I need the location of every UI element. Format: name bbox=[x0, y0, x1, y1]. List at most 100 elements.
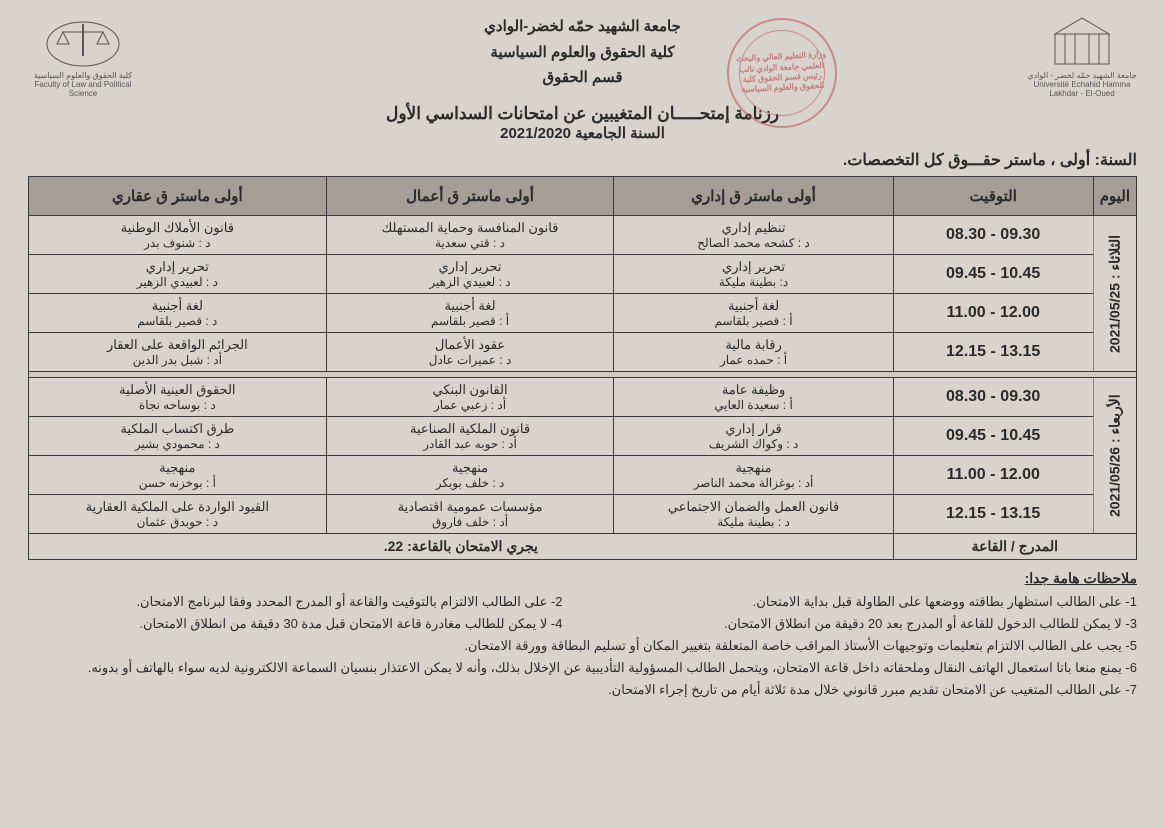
faculty-logo-icon bbox=[43, 14, 123, 69]
course-teacher: أد : حوبه عبد القادر bbox=[333, 437, 608, 451]
time-cell: 08.30 - 09.30 bbox=[893, 378, 1093, 417]
course-cell: عقود الأعمالد : عميرات عادل bbox=[326, 333, 614, 372]
col-time: التوقيت bbox=[893, 177, 1093, 216]
notes-block: 1- على الطالب استظهار بطاقته ووضعها على … bbox=[28, 591, 1137, 701]
table-row: 09.45 - 10.45تحرير إداريد: بطينة مليكةتح… bbox=[29, 255, 1137, 294]
col-track3: أولى ماستر ق عقاري bbox=[29, 177, 327, 216]
table-row: 09.45 - 10.45قرار إداريد : وكواك الشريفق… bbox=[29, 417, 1137, 456]
course-teacher: د : شنوف بدر bbox=[35, 236, 320, 250]
col-track1: أولى ماستر ق إداري bbox=[614, 177, 893, 216]
course-teacher: د : عميرات عادل bbox=[333, 353, 608, 367]
course-teacher: أد : شبل بدر الدين bbox=[35, 353, 320, 367]
title-block: رزنامة إمتحـــــان المتغيبين عن امتحانات… bbox=[28, 104, 1137, 142]
table-row: 11.00 - 12.00لغة أجنبيةأ : قصير بلقاسملغ… bbox=[29, 294, 1137, 333]
logo-right-caption: جامعة الشهيد حمّه لخضر - الوادي Universi… bbox=[1027, 71, 1137, 98]
logo-right: جامعة الشهيد حمّه لخضر - الوادي Universi… bbox=[1027, 14, 1137, 98]
course-subject: قرار إداري bbox=[620, 421, 886, 437]
course-cell: قانون الملكية الصناعيةأد : حوبه عبد القا… bbox=[326, 417, 614, 456]
course-teacher: أ : بوخزنه حسن bbox=[35, 476, 320, 490]
course-subject: عقود الأعمال bbox=[333, 337, 608, 353]
course-cell: تحرير إداريد: بطينة مليكة bbox=[614, 255, 893, 294]
university-name: جامعة الشهيد حمّه لخضر-الوادي bbox=[138, 14, 1027, 40]
course-cell: تحرير إداريد : لعبيدي الزهير bbox=[326, 255, 614, 294]
course-teacher: د : لعبيدي الزهير bbox=[333, 275, 608, 289]
header-center: جامعة الشهيد حمّه لخضر-الوادي كلية الحقو… bbox=[138, 14, 1027, 91]
course-cell: منهجيةد : خلف بوبكر bbox=[326, 456, 614, 495]
col-track2: أولى ماستر ق أعمال bbox=[326, 177, 614, 216]
course-teacher: د : خلف بوبكر bbox=[333, 476, 608, 490]
note-1: 1- على الطالب استظهار بطاقته ووضعها على … bbox=[603, 591, 1138, 613]
university-logo-icon bbox=[1047, 14, 1117, 69]
course-cell: وظيفة عامةأ : سعيدة العايي bbox=[614, 378, 893, 417]
course-subject: منهجية bbox=[333, 460, 608, 476]
notes-title: ملاحظات هامة جدا: bbox=[28, 570, 1137, 587]
faculty-name: كلية الحقوق والعلوم السياسية bbox=[138, 40, 1027, 66]
course-cell: قانون العمل والضمان الاجتماعيد : بطينة م… bbox=[614, 495, 893, 534]
hall-row: المدرج / القاعةيجري الامتحان بالقاعة: 22… bbox=[29, 534, 1137, 560]
col-day: اليوم bbox=[1093, 177, 1136, 216]
course-teacher: أ : سعيدة العايي bbox=[620, 398, 886, 412]
table-row: الأربعاء : 2021/05/2608.30 - 09.30وظيفة … bbox=[29, 378, 1137, 417]
course-subject: لغة أجنبية bbox=[620, 298, 886, 314]
document-header: جامعة الشهيد حمّه لخضر - الوادي Universi… bbox=[28, 14, 1137, 98]
course-cell: لغة أجنبيةأ : قصير بلقاسم bbox=[326, 294, 614, 333]
course-subject: القيود الواردة على الملكية العقارية bbox=[35, 499, 320, 515]
table-row: 12.15 - 13.15قانون العمل والضمان الاجتما… bbox=[29, 495, 1137, 534]
course-subject: تنظيم إداري bbox=[620, 220, 886, 236]
department-name: قسم الحقوق bbox=[138, 65, 1027, 91]
time-cell: 09.45 - 10.45 bbox=[893, 255, 1093, 294]
course-cell: الجرائم الواقعة على العقارأد : شبل بدر ا… bbox=[29, 333, 327, 372]
course-cell: الحقوق العينية الأصليةد : بوساحه نجاة bbox=[29, 378, 327, 417]
course-teacher: د : قصير بلقاسم bbox=[35, 314, 320, 328]
course-subject: الجرائم الواقعة على العقار bbox=[35, 337, 320, 353]
note-2: 2- على الطالب الالتزام بالتوقيت والقاعة … bbox=[28, 591, 563, 613]
course-subject: القانون البنكي bbox=[333, 382, 608, 398]
course-subject: قانون العمل والضمان الاجتماعي bbox=[620, 499, 886, 515]
course-teacher: د : محمودي بشير bbox=[35, 437, 320, 451]
note-4: 4- لا يمكن للطالب مغادرة قاعة الامتحان ق… bbox=[28, 613, 563, 635]
course-teacher: د: بطينة مليكة bbox=[620, 275, 886, 289]
course-cell: مؤسسات عمومية اقتصاديةأد : خلف فاروق bbox=[326, 495, 614, 534]
course-teacher: د : بطينة مليكة bbox=[620, 515, 886, 529]
note-5: 5- يجب على الطالب الالتزام بتعليمات وتوج… bbox=[28, 635, 1137, 657]
course-cell: القانون البنكيأد : زعبي عمار bbox=[326, 378, 614, 417]
course-subject: منهجية bbox=[35, 460, 320, 476]
course-subject: مؤسسات عمومية اقتصادية bbox=[333, 499, 608, 515]
course-subject: قانون الملكية الصناعية bbox=[333, 421, 608, 437]
course-cell: منهجيةأد : بوغزالة محمد الناصر bbox=[614, 456, 893, 495]
logo-left: كلية الحقوق والعلوم السياسية Faculty of … bbox=[28, 14, 138, 98]
time-cell: 08.30 - 09.30 bbox=[893, 216, 1093, 255]
time-cell: 12.15 - 13.15 bbox=[893, 495, 1093, 534]
time-cell: 12.15 - 13.15 bbox=[893, 333, 1093, 372]
level-line: السنة: أولى ، ماستر حقـــوق كل التخصصات. bbox=[28, 150, 1137, 170]
course-subject: تحرير إداري bbox=[333, 259, 608, 275]
course-teacher: أد : خلف فاروق bbox=[333, 515, 608, 529]
course-cell: قرار إداريد : وكواك الشريف bbox=[614, 417, 893, 456]
main-title: رزنامة إمتحـــــان المتغيبين عن امتحانات… bbox=[28, 104, 1137, 124]
course-teacher: أد : زعبي عمار bbox=[333, 398, 608, 412]
course-subject: وظيفة عامة bbox=[620, 382, 886, 398]
course-cell: رقابة ماليةأ : حمده عمار bbox=[614, 333, 893, 372]
course-subject: قانون المنافسة وحماية المستهلك bbox=[333, 220, 608, 236]
table-row: 11.00 - 12.00منهجيةأد : بوغزالة محمد الن… bbox=[29, 456, 1137, 495]
course-subject: تحرير إداري bbox=[620, 259, 886, 275]
time-cell: 11.00 - 12.00 bbox=[893, 294, 1093, 333]
course-cell: قانون المنافسة وحماية المستهلكد : قتي سع… bbox=[326, 216, 614, 255]
course-subject: قانون الأملاك الوطنية bbox=[35, 220, 320, 236]
course-teacher: د : قتي سعدية bbox=[333, 236, 608, 250]
academic-year: السنة الجامعية 2021/2020 bbox=[28, 124, 1137, 142]
course-teacher: د : كشحه محمد الصالح bbox=[620, 236, 886, 250]
course-subject: الحقوق العينية الأصلية bbox=[35, 382, 320, 398]
note-7: 7- على الطالب المتغيب عن الامتحان تقديم … bbox=[28, 679, 1137, 701]
course-cell: منهجيةأ : بوخزنه حسن bbox=[29, 456, 327, 495]
note-3: 3- لا يمكن للطالب الدخول للقاعة أو المدر… bbox=[603, 613, 1138, 635]
table-row: الثلاثاء : 2021/05/2508.30 - 09.30تنظيم … bbox=[29, 216, 1137, 255]
course-cell: تنظيم إداريد : كشحه محمد الصالح bbox=[614, 216, 893, 255]
course-cell: القيود الواردة على الملكية العقاريةد : ح… bbox=[29, 495, 327, 534]
schedule-table: اليوم التوقيت أولى ماستر ق إداري أولى ما… bbox=[28, 176, 1137, 560]
course-subject: لغة أجنبية bbox=[333, 298, 608, 314]
course-cell: طرق اكتساب الملكيةد : محمودي بشير bbox=[29, 417, 327, 456]
stamp-text: وزارة التعليم العالي والبحث العلمي جامعة… bbox=[736, 50, 828, 96]
logo-left-caption: كلية الحقوق والعلوم السياسية Faculty of … bbox=[28, 71, 138, 98]
course-teacher: أ : قصير بلقاسم bbox=[333, 314, 608, 328]
